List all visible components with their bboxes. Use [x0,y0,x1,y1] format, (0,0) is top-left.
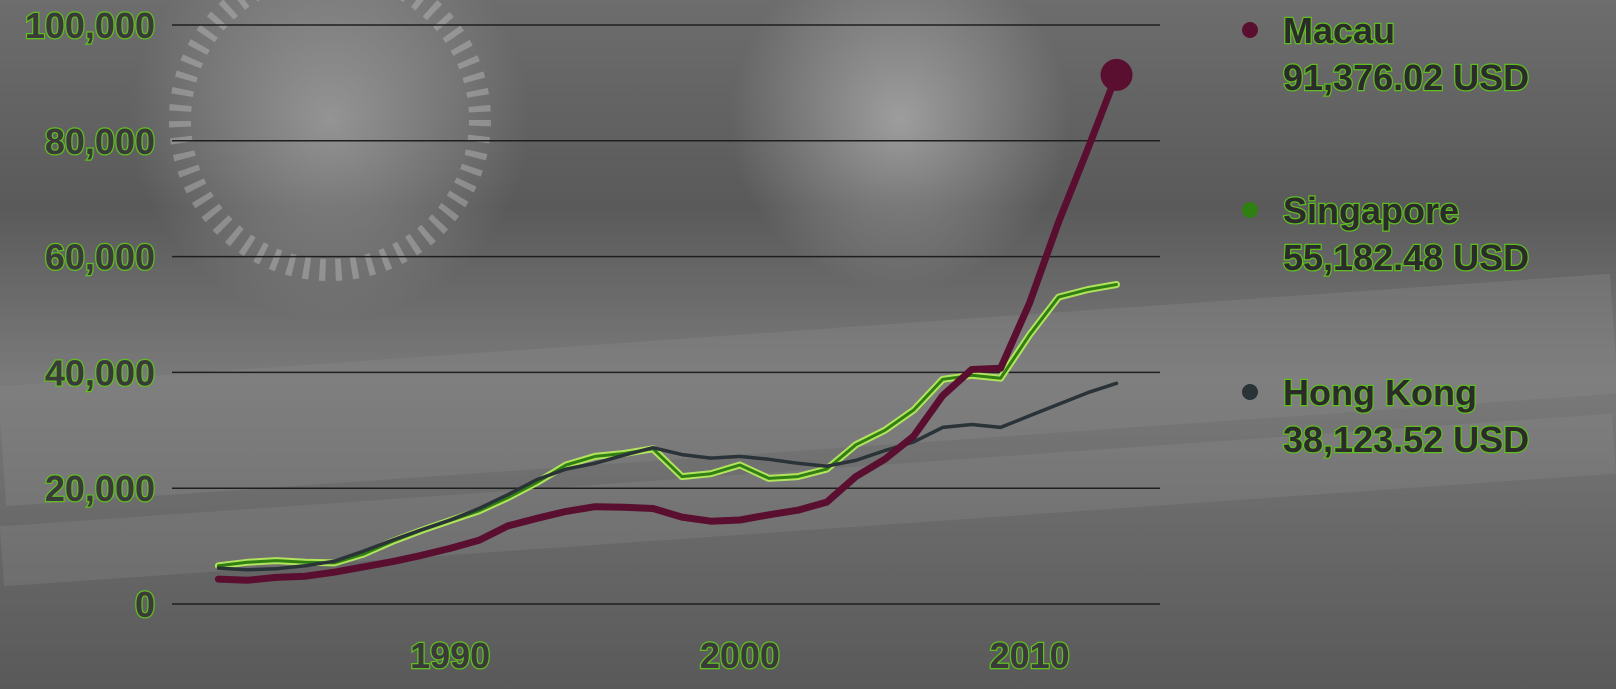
y-tick-label: 80,000 [45,121,155,162]
x-tick-label: 1990 [410,635,490,676]
legend-name-hong-kong: Hong Kong [1283,372,1477,413]
backdrop-dial-right [730,0,1070,290]
y-axis: 0 20,000 40,000 60,000 80,000 100,000 [24,4,157,627]
x-tick-label: 2000 [700,635,780,676]
series-lines [214,58,1133,584]
y-tick-label: 100,000 [25,5,155,46]
y-tick-label: 20,000 [45,468,155,509]
legend-marker-hong-kong [1242,384,1258,400]
legend-value-hong-kong: 38,123.52 USD [1283,419,1529,460]
legend-name-singapore: Singapore [1283,190,1459,231]
macau-line [214,71,1120,584]
legend-marker-singapore [1242,202,1258,218]
backdrop-sign-band [0,273,1616,507]
y-tick-label: 0 [135,584,155,625]
backdrop-dial-left [130,0,530,320]
legend: Macau 91,376.02 USD Singapore 55,182.48 USD… [1242,9,1530,461]
hong-kong-line [216,381,1119,572]
y-tick-label: 40,000 [45,352,155,393]
gridlines [172,24,1160,605]
x-tick-label: 2010 [990,635,1070,676]
legend-name-macau: Macau [1283,10,1395,51]
casino-photo-backdrop [0,0,1616,587]
macau-endpoint-marker [1100,58,1133,91]
legend-value-singapore: 55,182.48 USD [1283,237,1529,278]
backdrop-lower-band [0,413,1616,587]
y-tick-label: 60,000 [45,237,155,278]
legend-value-macau: 91,376.02 USD [1283,57,1529,98]
x-axis: 1990 2000 2010 [409,634,1071,678]
legend-marker-macau [1242,22,1258,38]
backdrop-dial-ticks [169,0,491,281]
